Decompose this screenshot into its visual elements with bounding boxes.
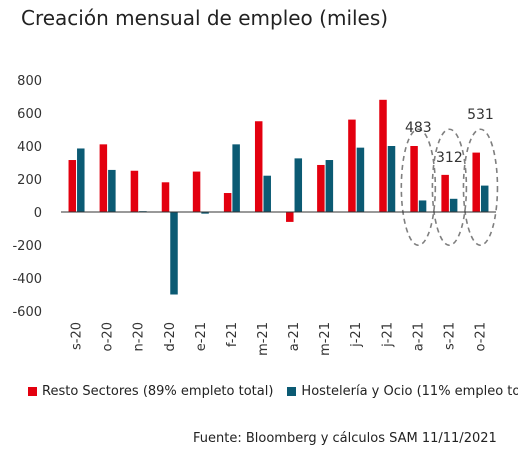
x-tick-label: j-21: [380, 322, 395, 348]
legend-label-resto: Resto Sectores (89% empleto total): [42, 384, 274, 399]
x-tick-label: m-21: [256, 322, 271, 356]
bar-hosteleria-ocio: [263, 175, 271, 212]
bar-hosteleria-ocio: [201, 212, 209, 214]
x-tick-label: e-21: [194, 322, 209, 351]
annotation-label: 531: [467, 107, 494, 123]
legend-item-resto: Resto Sectores (89% empleto total): [28, 384, 273, 399]
bar-resto-sectores: [254, 121, 263, 212]
bar-resto-sectores: [472, 152, 480, 212]
highlight-ellipse: [431, 128, 468, 247]
chart-title: Creación mensual de empleo (miles): [21, 6, 389, 30]
x-tick-label: a-21: [411, 322, 426, 351]
bar-hosteleria-ocio: [170, 212, 178, 295]
bar-hosteleria-ocio: [232, 144, 240, 212]
y-tick-label: 0: [34, 206, 42, 221]
x-tick-label: s-21: [442, 322, 457, 350]
x-tick-label: f-21: [225, 322, 240, 347]
bar-hosteleria-ocio: [449, 198, 458, 212]
bar-resto-sectores: [99, 144, 108, 212]
bar-resto-sectores: [317, 164, 325, 212]
bar-hosteleria-ocio: [418, 200, 427, 212]
y-tick-label: 200: [17, 173, 42, 188]
x-tick-label: m-21: [318, 322, 333, 356]
y-tick-label: 600: [17, 107, 42, 122]
bar-resto-sectores: [192, 171, 201, 212]
bar-resto-sectores: [130, 170, 139, 212]
bar-hosteleria-ocio: [77, 148, 85, 212]
x-tick-label: s-20: [70, 322, 85, 350]
y-axis-ticks: 800 600 400 200 0 -200 -400 -600: [12, 74, 42, 320]
x-tick-label: n-20: [132, 322, 147, 351]
x-tick-label: d-20: [163, 322, 178, 352]
x-axis-ticks: s-20 o-20 n-20 d-20 e-21 f-21 m-21 a-21 m-21 j-21…: [70, 322, 489, 356]
legend-item-hosteleria: Hostelería y Ocio (11% empleo total): [287, 384, 518, 399]
bar-resto-sectores: [410, 146, 418, 212]
x-tick-label: o-21: [473, 322, 488, 351]
highlight-ellipses: [400, 128, 499, 247]
bar-resto-sectores: [68, 160, 77, 212]
chart-area: 800 600 400 200 0 -200 -400 -600 s-20 o-20 n-20 d-…: [12, 74, 499, 356]
y-tick-label: 400: [17, 140, 42, 155]
bar-resto-sectores: [441, 174, 449, 212]
y-tick-label: -400: [12, 272, 42, 287]
bar-hosteleria-ocio: [480, 185, 489, 212]
highlight-ellipse: [400, 128, 437, 247]
bar-hosteleria-ocio: [325, 160, 334, 212]
legend-label-hosteleria: Hostelería y Ocio (11% empleo total): [301, 384, 518, 399]
legend-swatch-resto: [28, 387, 37, 396]
highlight-ellipse: [462, 128, 499, 247]
bar-hosteleria-ocio: [294, 158, 303, 212]
bar-hosteleria-ocio: [387, 146, 396, 212]
bar-resto-sectores: [379, 99, 387, 212]
bar-resto-sectores: [223, 193, 232, 212]
source-note: Fuente: Bloomberg y cálculos SAM 11/11/2…: [193, 431, 497, 446]
x-tick-label: o-20: [101, 322, 116, 351]
legend: Resto Sectores (89% empleto total) Hoste…: [28, 384, 518, 399]
bar-resto-sectores: [161, 182, 170, 212]
bar-hosteleria-ocio: [356, 147, 365, 212]
bar-hosteleria-ocio: [108, 169, 116, 212]
y-tick-label: -600: [12, 305, 42, 320]
annotation-label: 312: [436, 150, 463, 166]
y-tick-label: -200: [12, 239, 42, 254]
bar-resto-sectores: [286, 212, 294, 222]
bar-resto-sectores: [348, 119, 356, 212]
legend-swatch-hosteleria: [287, 387, 297, 396]
annotation-label: 483: [405, 120, 432, 136]
y-tick-label: 800: [17, 74, 42, 89]
x-tick-label: j-21: [349, 322, 364, 348]
x-tick-label: a-21: [287, 322, 302, 351]
